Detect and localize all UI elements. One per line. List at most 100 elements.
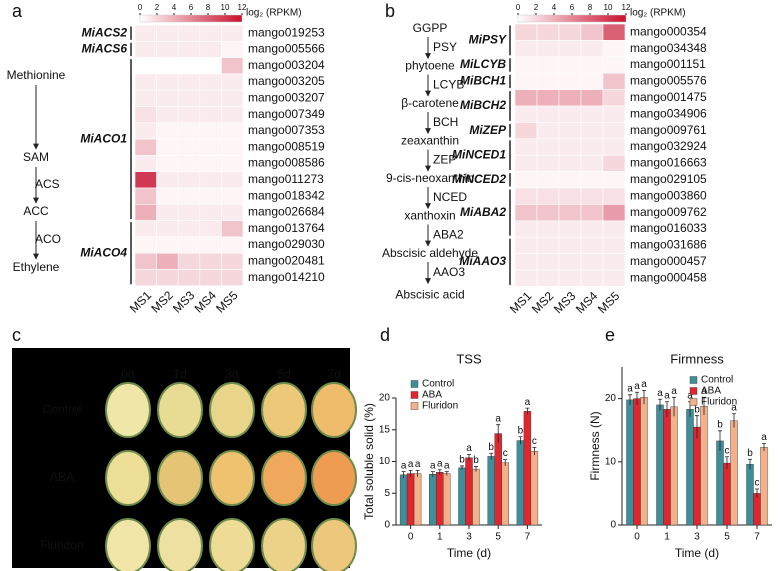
legend-label: Control [422, 379, 454, 390]
gene-id: mango007349 [248, 107, 325, 121]
colorbar-label: log₂ (RPKM) [246, 8, 302, 19]
heatmap-cell [199, 204, 222, 221]
bar [633, 398, 641, 526]
bar [406, 473, 415, 526]
fruit-slice [311, 518, 357, 571]
x-axis-label: Time (d) [447, 546, 491, 560]
compound: Abscisic aldehyde [382, 246, 478, 260]
x-tick-label: 1 [664, 532, 670, 543]
colorbar-tick-label: 4 [552, 3, 557, 12]
gene-id: mango008586 [248, 156, 325, 170]
gene-id: mango009761 [630, 123, 707, 137]
x-tick-label: 0 [408, 532, 414, 543]
heatmap-cell [536, 72, 560, 90]
column-label: 7d [327, 367, 340, 381]
error-bar [755, 488, 759, 498]
significance-letter: a [408, 459, 414, 470]
significance-letter: a [437, 458, 443, 469]
x-tick-label: 5 [724, 532, 730, 543]
gene-id: mango001475 [630, 90, 707, 104]
gene-family: MiACO1 [80, 131, 127, 145]
gene-id: mango029105 [630, 172, 707, 186]
heatmap-cell [199, 73, 222, 91]
stage-label: MS3 [170, 288, 198, 316]
enzyme: NCED [433, 190, 467, 204]
error-bar [474, 466, 478, 472]
compound: 9-cis-neoxanthin [386, 171, 474, 185]
error-bar [437, 469, 442, 475]
heatmap-cell [177, 252, 201, 270]
heatmap-cell [199, 24, 222, 42]
heatmap-cell [580, 122, 604, 140]
gene-id: mango020481 [248, 254, 325, 268]
heatmap-cell [580, 72, 604, 90]
heatmap-cell [221, 220, 244, 238]
heatmap-cell [156, 269, 179, 287]
heatmap-cell [221, 269, 244, 287]
fruit-slice [311, 382, 357, 438]
compound: Abscisic acid [395, 288, 464, 302]
bar [472, 468, 480, 526]
enzyme: PSY [433, 40, 457, 54]
heatmap-cell [221, 24, 244, 42]
fruit-slice [261, 450, 307, 506]
gene-family: MiAAO3 [459, 254, 506, 268]
heatmap-cell [221, 236, 244, 254]
legend-swatch [689, 387, 698, 395]
heatmap-cell [536, 122, 560, 140]
significance-letter: a [415, 459, 421, 470]
chart-title: TSS [456, 351, 482, 366]
heatmap-cell [156, 89, 179, 107]
gene-id: mango014210 [248, 270, 325, 284]
heatmap-cell [580, 253, 604, 271]
gene-id: mango029030 [248, 237, 325, 251]
error-bar [748, 458, 752, 470]
heatmap-cell [221, 73, 244, 91]
heatmap-cell [558, 40, 582, 58]
heatmap-cell [558, 72, 582, 90]
gene-family: MiNCED1 [452, 147, 506, 161]
significance-letter: a [444, 460, 450, 471]
gene-id: mango019253 [248, 25, 325, 39]
significance-letter: b [747, 448, 753, 459]
bar [693, 426, 701, 526]
gene-id: mango003204 [248, 58, 325, 72]
fruit-slice [311, 450, 357, 506]
heatmap-cell [177, 138, 201, 156]
heatmap-cell [134, 252, 157, 270]
heatmap-cell [536, 171, 560, 189]
significance-letter: a [641, 379, 647, 390]
significance-letter: b [488, 442, 494, 453]
significance-letter: a [495, 413, 501, 424]
heatmap-cell [558, 154, 582, 172]
gene-id: mango005576 [630, 74, 707, 88]
gene-family: MiACS6 [82, 42, 128, 56]
heatmap-cell [177, 106, 201, 124]
heatmap-cell [580, 204, 604, 222]
enzyme: ZEP [433, 152, 456, 166]
colorbar-tick-label: 0 [516, 3, 521, 12]
gene-family: MiBCH2 [460, 98, 506, 112]
gene-id: mango016663 [630, 156, 707, 170]
fruit-slice [209, 450, 255, 506]
heatmap-cell [558, 122, 582, 140]
fruit-slice [261, 382, 307, 438]
heatmap-cell [580, 220, 604, 238]
stage-label: MS5 [595, 289, 623, 317]
heatmap-cell [514, 72, 538, 90]
colorbar-tick-label: 2 [155, 3, 160, 12]
gene-id: mango009762 [630, 205, 707, 219]
heatmap-cell [134, 106, 157, 124]
heatmap-cell [156, 138, 179, 156]
heatmap-cell [536, 253, 560, 271]
fruit-slice [157, 382, 203, 438]
heatmap-cell [602, 40, 626, 58]
gene-id: mango018342 [248, 188, 325, 202]
compound: SAM [23, 150, 49, 164]
y-tick-label: 10 [605, 456, 617, 467]
heatmap-cell [514, 56, 538, 74]
error-bar [702, 396, 706, 416]
row-label: ABA [50, 470, 74, 484]
bar [746, 464, 754, 526]
